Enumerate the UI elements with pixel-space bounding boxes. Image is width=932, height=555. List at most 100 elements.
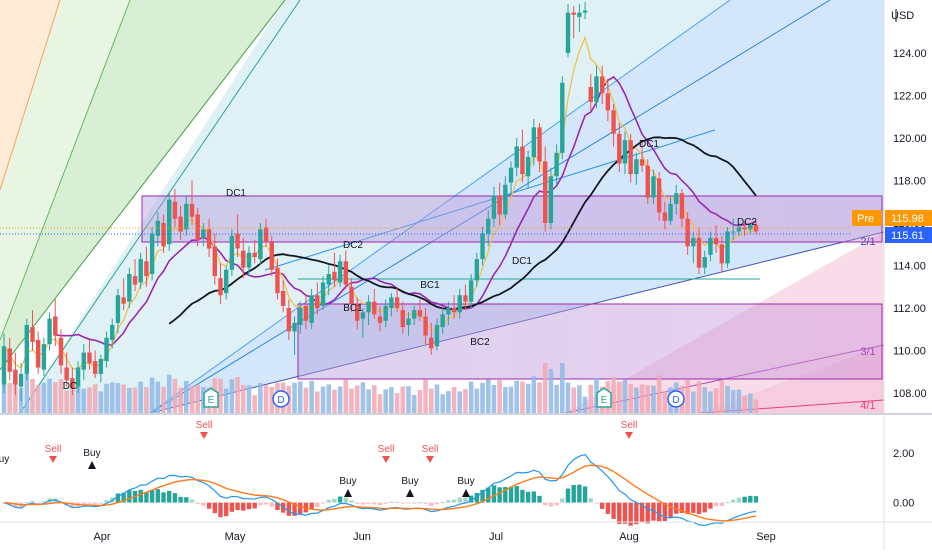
buy-arrow	[88, 461, 96, 469]
candle-body-105	[599, 76, 605, 94]
candle-body-131	[748, 225, 753, 230]
signal-line	[3, 464, 757, 522]
zone-lower	[297, 303, 883, 380]
osc-hist-76	[434, 502, 440, 505]
sell-signal-0: Sell	[45, 444, 61, 463]
buy-signal-7: Buy	[457, 476, 475, 497]
volume-bar-42	[240, 384, 246, 413]
osc-hist-77	[440, 502, 445, 504]
candle-body-126	[719, 244, 725, 264]
osc-hist-78	[446, 500, 451, 503]
osc-hist-93	[531, 491, 537, 503]
candle-body-4	[24, 325, 29, 374]
candle-body-106	[605, 93, 611, 111]
volume-bar-89	[508, 386, 514, 413]
volume-bar-128	[730, 390, 736, 413]
candle-body-77	[440, 314, 445, 328]
volume-bar-53	[303, 387, 309, 413]
currency-label[interactable]: USD	[891, 10, 914, 22]
earnings-marker-0[interactable]: E	[203, 387, 219, 408]
candle-body-24	[138, 259, 143, 283]
candle-body-46	[263, 227, 269, 243]
candle-body-81	[463, 295, 468, 302]
osc-hist-75	[429, 502, 434, 506]
volume-bar-57	[326, 384, 332, 413]
price-tick-3: 118.00	[893, 176, 926, 188]
dividend-marker-3[interactable]: D	[667, 390, 685, 408]
osc-hist-84	[480, 489, 485, 503]
volume-bar-72	[411, 394, 417, 413]
candle-body-113	[645, 165, 650, 198]
time-tick-sep: Sep	[756, 531, 776, 543]
candle-body-75	[429, 337, 434, 349]
candle-body-27	[155, 220, 161, 236]
candle-body-115	[656, 178, 662, 213]
osc-hist-60	[343, 497, 349, 503]
osc-hist-65	[372, 502, 377, 505]
osc-hist-103	[588, 498, 593, 503]
osc-hist-129	[736, 497, 742, 503]
osc-hist-80	[457, 497, 462, 503]
osc-hist-33	[189, 499, 195, 503]
osc-hist-28	[161, 492, 166, 503]
annotation-5: BC2	[470, 337, 490, 348]
volume-bar-12	[70, 389, 75, 413]
osc-hist-90	[514, 485, 519, 503]
candle-body-101	[577, 12, 582, 17]
fan-ratio-1: 3/1	[860, 346, 875, 358]
dividend-marker-1[interactable]: D	[272, 390, 290, 408]
signal-label-6: Sell	[422, 444, 439, 455]
candle-body-88	[503, 184, 508, 215]
candle-body-58	[332, 271, 337, 281]
signal-label-3: Buy	[339, 476, 356, 487]
volume-bar-131	[748, 393, 753, 413]
candle-body-22	[127, 274, 132, 302]
volume-bar-84	[480, 382, 485, 413]
volume-bar-69	[394, 393, 400, 413]
earnings-marker-shape	[596, 387, 612, 408]
oscillator-axis-ticks: 2.00 0.00	[893, 448, 914, 510]
volume-bar-116	[662, 391, 668, 413]
volume-bar-62	[354, 385, 360, 413]
osc-hist-38	[218, 502, 223, 518]
volume-bar-100	[571, 387, 576, 413]
osc-tick-0: 2.00	[893, 448, 914, 460]
fan-line-1	[0, 0, 61, 191]
last-price-box	[885, 227, 932, 243]
volume-bar-86	[491, 384, 497, 413]
osc-hist-86	[491, 485, 497, 503]
volume-bar-29	[166, 374, 172, 413]
osc-hist-16	[92, 502, 98, 505]
osc-hist-91	[520, 489, 525, 503]
candle-body-96	[548, 176, 554, 223]
volume-bar-11	[64, 390, 69, 413]
price-tick-7: 110.00	[893, 346, 926, 358]
annotation-3: BC1	[343, 303, 363, 314]
volume-bar-46	[263, 385, 269, 413]
osc-hist-117	[668, 502, 673, 518]
volume-bar-94	[537, 382, 542, 413]
volume-bar-27	[155, 381, 161, 413]
signal-label-8: Sell	[621, 420, 638, 431]
osc-hist-20	[115, 493, 121, 503]
osc-hist-27	[155, 489, 161, 503]
candle-body-92	[525, 157, 531, 177]
earnings-marker-2[interactable]: E	[596, 387, 612, 408]
buy-arrow	[344, 489, 352, 497]
volume-bar-71	[406, 386, 411, 413]
osc-hist-21	[121, 492, 126, 503]
osc-hist-101	[577, 484, 582, 503]
price-tick-1: 122.00	[893, 91, 927, 103]
candle-body-52	[298, 308, 303, 325]
volume-bar-39	[223, 388, 229, 413]
premarket-price-box	[885, 210, 932, 226]
candle-body-34	[195, 214, 200, 240]
time-tick-jun: Jun	[353, 531, 371, 543]
osc-hist-82	[468, 495, 474, 503]
price-axis-ticks: 124.00122.00120.00118.00116.00114.00112.…	[893, 48, 927, 400]
candle-body-36	[206, 229, 212, 249]
candle-body-26	[149, 233, 155, 274]
volume-bar-108	[616, 381, 622, 413]
